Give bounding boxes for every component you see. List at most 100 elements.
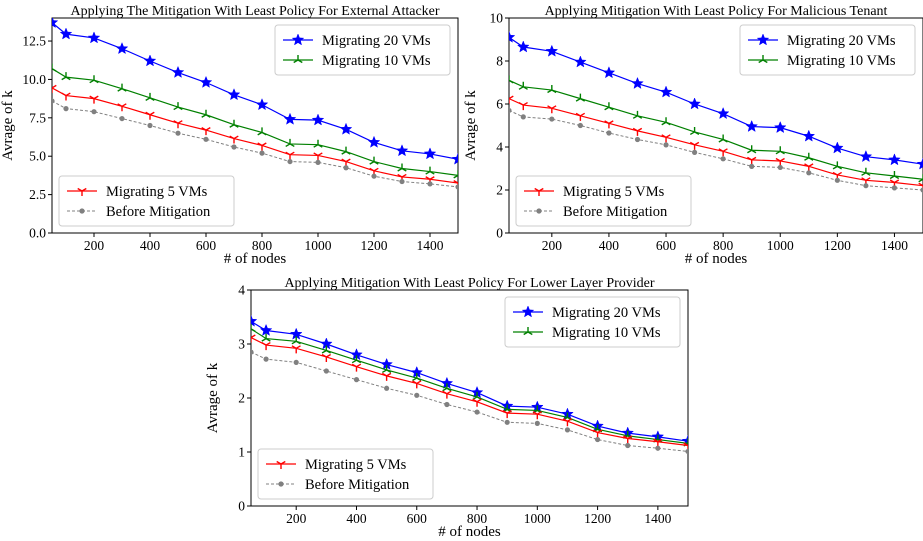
chart-title: Applying The Mitigation With Least Polic… [70, 4, 439, 19]
legend-marker [536, 208, 542, 214]
y-tick-label: 0.0 [29, 226, 46, 241]
y-tick-label: 12.5 [22, 34, 46, 49]
data-point [689, 141, 700, 150]
series-migrating-5-vms [52, 84, 458, 189]
x-tick-label: 400 [140, 238, 161, 253]
chart-title: Applying Mitigation With Least Policy Fo… [284, 276, 654, 291]
y-tick-label: 5.0 [29, 149, 46, 164]
legend-entry: Before Mitigation [563, 204, 668, 220]
data-point [509, 30, 516, 43]
y-tick-label: 0 [496, 226, 503, 241]
data-point [916, 157, 923, 170]
x-tick-label: 200 [286, 511, 307, 526]
data-point [918, 174, 923, 183]
series-line [509, 109, 923, 191]
x-tick-label: 400 [599, 238, 620, 253]
legend-upper-right: Migrating 20 VMs Migrating 10 VMs [739, 24, 916, 76]
data-point [412, 380, 422, 389]
data-point [606, 130, 612, 136]
data-point [399, 178, 405, 185]
data-point [251, 334, 256, 343]
legend-upper-right: Migrating 20 VMs Migrating 10 VMs [274, 24, 451, 76]
series-layer [52, 18, 458, 190]
data-point [427, 181, 433, 187]
legend-entry: Before Mitigation [106, 204, 211, 220]
data-point [425, 166, 435, 175]
data-point [442, 383, 452, 392]
plot-frame [51, 17, 459, 234]
data-point [52, 63, 57, 72]
data-point [353, 377, 360, 383]
data-point [351, 363, 362, 372]
legend-box [58, 175, 235, 227]
x-tick-label: 600 [656, 238, 677, 253]
data-point [453, 179, 458, 189]
legend-marker [278, 481, 284, 487]
data-point [634, 136, 641, 143]
data-point [61, 92, 71, 101]
data-point [549, 116, 555, 122]
legend-marker [521, 305, 535, 318]
data-point [199, 75, 213, 88]
x-tick-label: 800 [713, 238, 734, 253]
data-point [623, 435, 633, 444]
data-point [175, 130, 181, 136]
legend-marker [756, 33, 770, 46]
series-line [509, 79, 923, 180]
data-point [229, 119, 239, 128]
data-point [201, 109, 211, 118]
y-tick-label: 1 [238, 445, 245, 460]
data-point [745, 119, 759, 132]
data-point [259, 150, 265, 156]
data-point [716, 106, 730, 120]
data-point [683, 442, 688, 451]
chart-title: Applying Mitigation With Least Policy Fo… [545, 4, 888, 19]
data-point [806, 170, 812, 176]
data-point [575, 112, 586, 121]
data-point [145, 111, 155, 120]
data-point [89, 75, 99, 84]
y-tick-label: 8 [496, 54, 503, 69]
x-tick-label: 200 [542, 238, 563, 253]
data-point [631, 76, 644, 89]
x-axis-label: # of nodes [438, 524, 501, 540]
data-point [341, 146, 351, 155]
data-point [59, 27, 73, 40]
data-point [255, 98, 269, 111]
series-migrating-5-vms [251, 334, 688, 451]
data-point [381, 372, 392, 381]
data-point [518, 101, 528, 111]
data-point [689, 126, 700, 136]
series-line [251, 336, 688, 447]
series-line [52, 87, 458, 184]
legend-entry: Migrating 20 VMs [322, 33, 431, 49]
legend-box [739, 24, 916, 76]
data-point [453, 170, 458, 179]
data-point [545, 44, 559, 57]
x-tick-label: 400 [346, 511, 367, 526]
data-point [509, 75, 514, 84]
data-point [119, 115, 125, 122]
data-point [412, 373, 422, 382]
x-tick-label: 800 [467, 511, 488, 526]
data-point [147, 122, 153, 129]
series-migrating-20-vms [52, 18, 458, 165]
data-point [231, 144, 237, 150]
x-axis-label: # of nodes [685, 251, 748, 267]
series-before-mitigation [52, 98, 458, 190]
series-line [52, 22, 458, 160]
legend-entry: Migrating 5 VMs [305, 457, 407, 473]
data-point [257, 127, 267, 136]
data-point [632, 127, 643, 136]
legend-lower-left: Migrating 5 VMs Before Mitigation [257, 448, 434, 500]
x-tick-label: 600 [407, 511, 428, 526]
data-point [661, 117, 671, 126]
y-tick-label: 6 [496, 97, 503, 112]
data-point [117, 103, 127, 112]
data-point [89, 95, 99, 104]
data-point [171, 65, 185, 78]
data-point [315, 159, 321, 165]
legend-entry: Migrating 10 VMs [787, 53, 896, 69]
data-point [251, 323, 256, 332]
data-point [889, 171, 900, 180]
